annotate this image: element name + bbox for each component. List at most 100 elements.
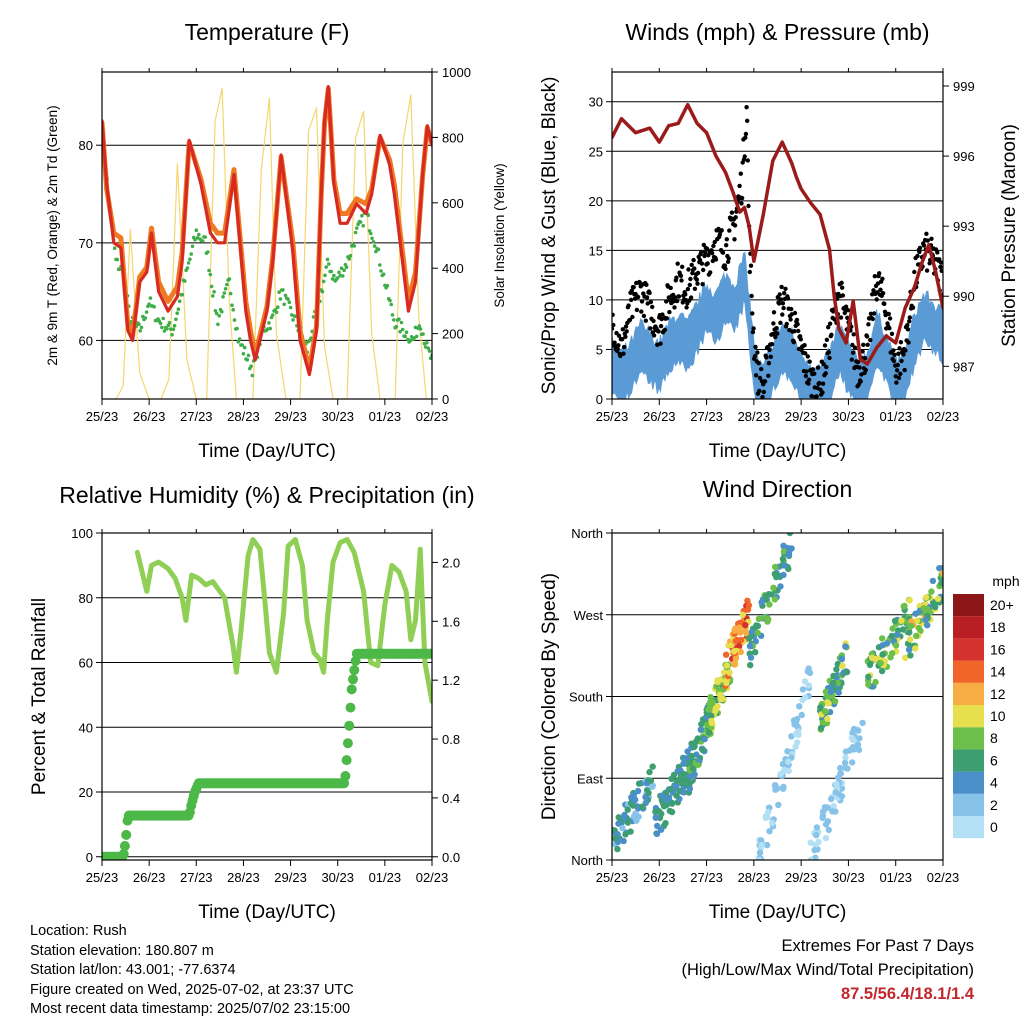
x-tick-label: 02/23 [416,409,449,424]
direction-point [798,711,805,719]
dewpoint-point [323,273,327,278]
plot-area [612,533,943,860]
direction-point [780,548,788,555]
gust-point [822,343,828,348]
dewpoint-point [344,265,349,270]
gust-point [692,266,697,271]
gust-point [781,305,786,311]
gust-point [743,131,749,137]
gust-point [806,381,811,386]
direction-point [731,661,738,668]
gust-point [684,305,689,310]
gust-point [939,268,943,273]
dewpoint-point [246,353,251,358]
direction-point [796,703,803,710]
direction-point [753,622,760,629]
dewpoint-point [341,274,345,278]
direction-point [758,841,765,849]
direction-point [745,602,753,609]
gust-point [616,333,622,338]
gust-point [780,312,785,317]
direction-point [777,583,784,590]
precip-point [340,771,351,781]
gust-point [827,321,833,326]
dewpoint-point [282,302,287,307]
y2-tick-label: 1.6 [442,614,460,629]
direction-point [786,533,794,537]
gust-point [880,291,886,296]
dewpoint-point [200,239,205,243]
direction-point [647,777,655,784]
gust-point [643,318,648,323]
y2-tick-label: 200 [442,327,464,342]
direction-point [813,824,821,831]
dewpoint-point [112,246,117,250]
direction-point [666,807,673,815]
gust-point [809,393,814,399]
gust-point [700,282,705,287]
direction-point [811,846,818,854]
dewpoint-point [189,252,193,256]
direction-point [805,682,812,689]
x-axis-label: Time (Day/UTC) [198,902,336,923]
gust-point [917,249,922,255]
plot-frame [101,532,433,861]
y-axis-label: Sonic/Prop Wind & Gust (Blue, Black) [539,77,560,395]
gust-point [843,304,849,309]
gust-point [612,340,617,345]
dewpoint-point [270,313,275,317]
y-axis-label: Percent & Total Rainfall [29,598,50,795]
gust-point [891,358,897,364]
gust-point [658,341,663,346]
dewpoint-point [242,345,247,350]
direction-point [722,651,730,658]
precip-point [341,755,352,766]
dewpoint-point [360,213,364,218]
x-tick-label: 25/23 [596,409,629,424]
y-tick-label: 70 [79,236,93,251]
direction-point [829,808,836,815]
direction-point [742,622,749,629]
gust-point [750,329,756,335]
gust-point [764,355,769,360]
direction-point [632,810,639,817]
extremes-values: 87.5/56.4/18.1/1.4 [840,985,974,1003]
direction-point [723,679,730,687]
gust-point [887,326,892,331]
gust-point [621,351,626,356]
direction-point [699,746,706,754]
dewpoint-point [355,226,359,230]
gust-point [623,334,628,339]
x-tick-label: 28/23 [738,870,771,885]
legend-label: 6 [990,752,998,768]
dewpoint-point [287,300,292,305]
gust-point [868,311,874,316]
gust-point [694,277,699,282]
gust-point [651,318,656,324]
gust-point [897,346,902,351]
direction-point [658,810,665,817]
dewpoint-point [421,332,425,336]
gust-point [766,361,772,366]
x-axis-label: Time (Day/UTC) [709,902,847,923]
gust-point [689,262,694,268]
direction-point [922,616,929,623]
direction-point [819,808,827,815]
gust-point [868,337,873,343]
direction-point [817,704,824,711]
dewpoint-point [268,326,273,331]
y2-tick-label: 990 [953,289,975,304]
gust-point [668,285,673,291]
gust-point [898,371,903,376]
x-tick-label: 26/23 [643,870,676,885]
direction-point [771,596,778,603]
y-tick-label: 80 [79,138,93,153]
gust-point [674,275,679,280]
direction-point [652,808,659,816]
gust-point [634,307,640,313]
gust-point [708,270,713,275]
y-tick-label: 40 [79,720,93,735]
gust-point [802,343,807,348]
dewpoint-point [339,266,344,271]
direction-point [822,834,830,842]
